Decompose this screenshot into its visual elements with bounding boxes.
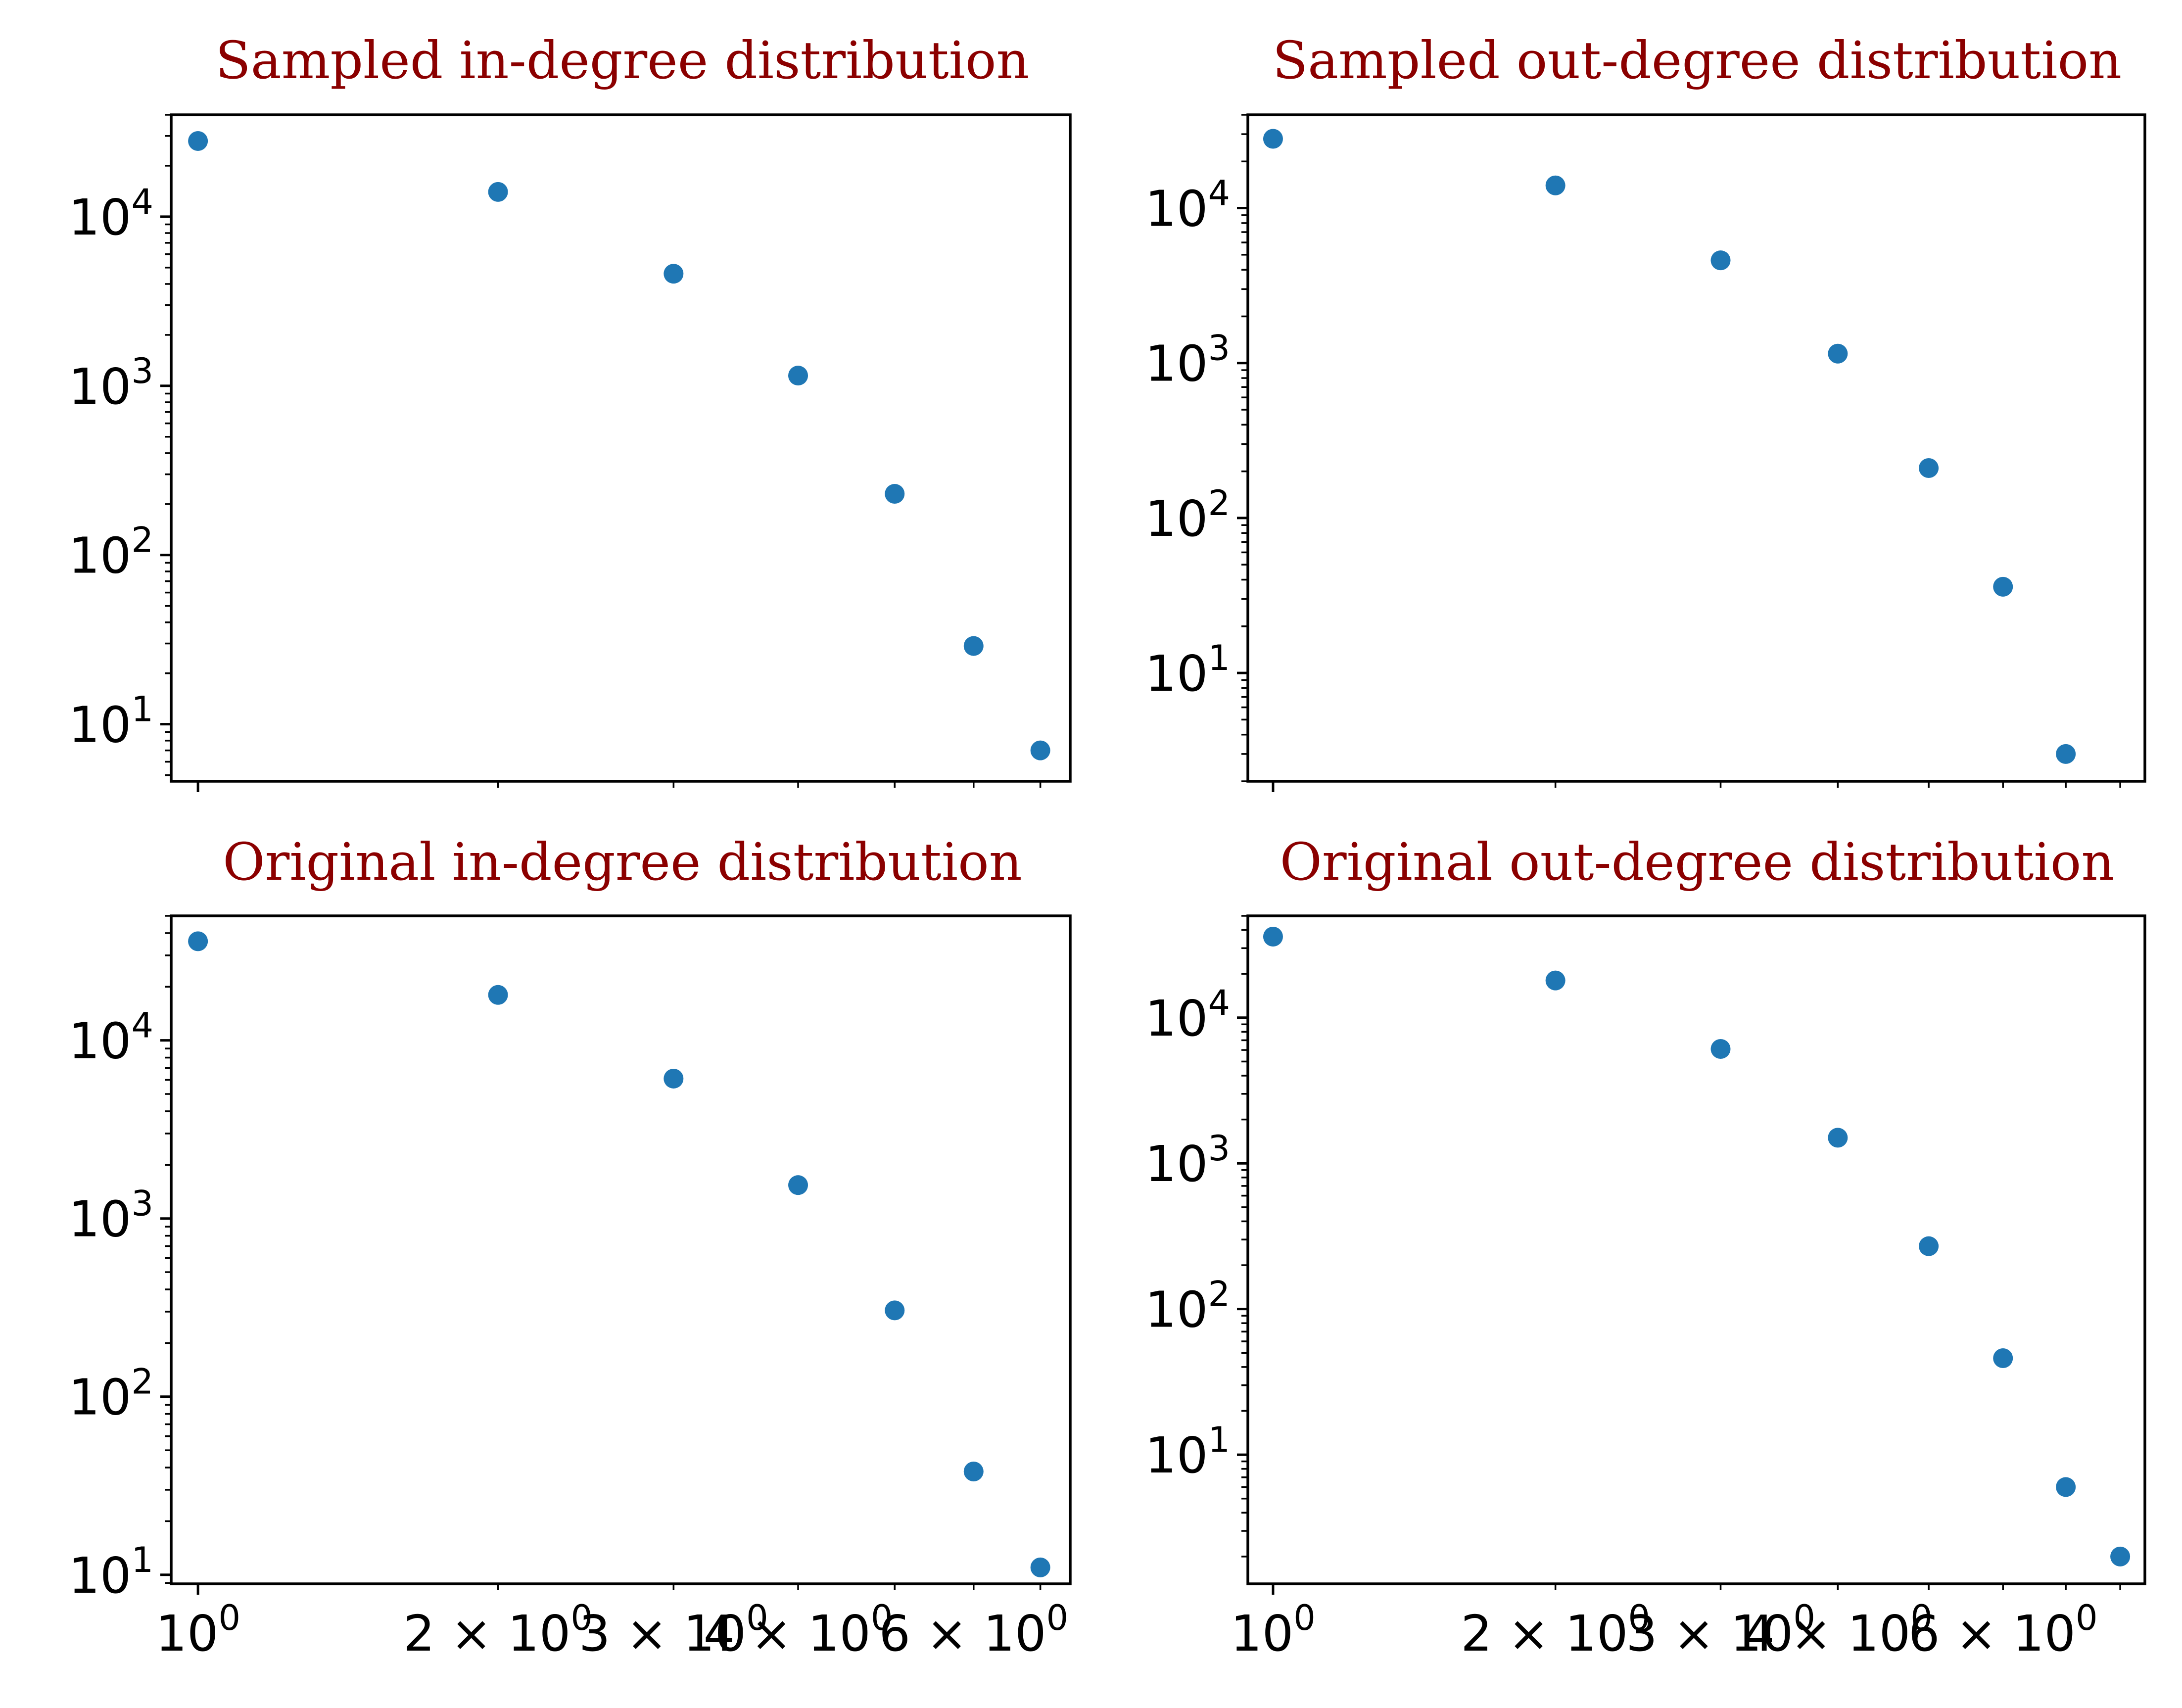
panel-sampled-in-degree: Sampled in-degree distribution 101 102 103… [68,30,1072,792]
panel-sampled-out-degree: Sampled out-degree distribution 101 102 10… [1145,30,2146,792]
data-point [788,1175,808,1195]
y-tick-label: 102 [68,1362,153,1426]
y-tick-label: 101 [1145,638,1230,703]
x-tick-label: 100 [1231,1598,1316,1662]
x-tick-label: 100 [155,1598,240,1662]
y-tick-label: 104 [68,1005,153,1070]
data-point [488,985,508,1005]
data-point [1919,458,1939,478]
data-point [1030,740,1050,760]
data-point [1263,927,1283,947]
data-point [1993,1348,2013,1368]
data-point [1993,576,2013,597]
y-tick-label: 102 [1145,483,1230,548]
data-point [664,1068,684,1089]
data-point [1545,175,1565,195]
y-tick-label: 103 [68,1184,153,1248]
axes-frame [170,914,1072,1585]
y-tick-label: 101 [68,1540,153,1605]
data-point [1030,1557,1050,1577]
data-point [188,931,208,951]
axes-frame [1246,113,2146,783]
y-tick-label: 104 [68,182,153,246]
data-point [885,484,905,504]
data-point [963,636,984,656]
x-tick-label: 4 × 100 [1743,1598,1933,1662]
axes-frame [1246,914,2146,1585]
panel-title: Original in-degree distribution [223,832,1022,892]
data-point [2056,744,2076,764]
y-tick-label: 104 [1145,173,1230,238]
data-point [788,366,808,386]
data-point [963,1462,984,1482]
panel-title: Sampled in-degree distribution [215,30,1029,91]
data-point [664,264,684,284]
y-tick-label: 101 [68,689,153,754]
x-tick-label: 6 × 100 [1908,1598,2098,1662]
data-point [1828,1128,1848,1148]
x-tick-label: 3 × 100 [579,1598,768,1662]
panel-original-out-degree: Original out-degree distribution 101 102 1… [1145,832,2146,1662]
data-point [1545,970,1565,991]
x-tick-label: 3 × 100 [1626,1598,1815,1662]
data-point [2056,1477,2076,1497]
panel-original-in-degree: Original in-degree distribution 101 102 10… [68,832,1072,1662]
y-tick-label: 103 [1145,1128,1230,1193]
data-point [488,182,508,202]
data-point [1710,250,1731,271]
data-point [1263,129,1283,149]
data-point [2110,1546,2131,1566]
y-tick-label: 102 [1145,1274,1230,1339]
panel-title: Original out-degree distribution [1280,832,2115,892]
y-tick-label: 103 [68,351,153,416]
data-point [1919,1236,1939,1256]
x-tick-label: 6 × 100 [879,1598,1068,1662]
x-tick-label: 2 × 100 [403,1598,593,1662]
data-point [1828,343,1848,364]
y-tick-label: 104 [1145,983,1230,1047]
x-tick-label: 4 × 100 [704,1598,893,1662]
y-tick-label: 103 [1145,328,1230,393]
y-tick-label: 101 [1145,1420,1230,1484]
x-tick-label: 2 × 100 [1461,1598,1650,1662]
data-point [885,1300,905,1321]
axes-frame [170,113,1072,783]
panel-title: Sampled out-degree distribution [1273,30,2122,91]
data-point [188,131,208,151]
data-point [1710,1039,1731,1059]
y-tick-label: 102 [68,520,153,585]
